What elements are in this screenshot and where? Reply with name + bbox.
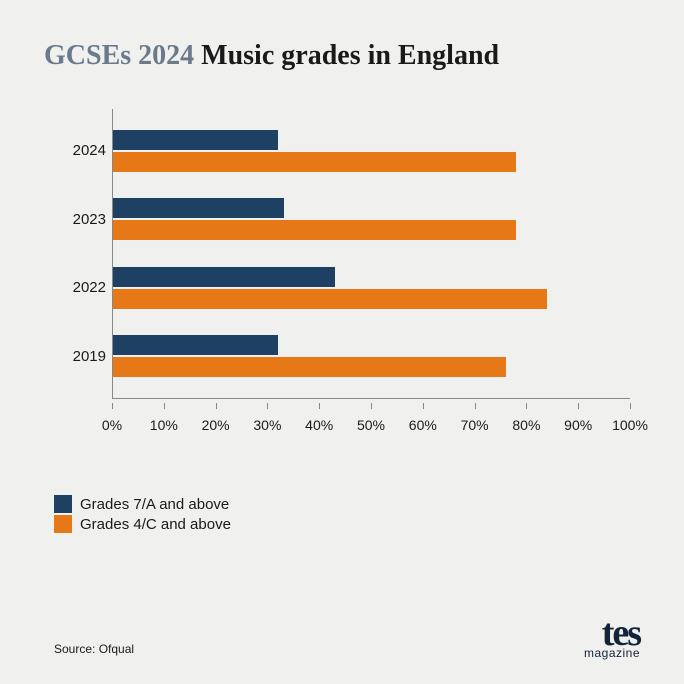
y-axis-label: 2024: [54, 130, 106, 172]
bar: [113, 130, 278, 150]
x-tick: [526, 403, 527, 409]
x-tick: [423, 403, 424, 409]
bar: [113, 289, 547, 309]
bar: [113, 335, 278, 355]
x-tick: [319, 403, 320, 409]
bar: [113, 267, 335, 287]
legend-swatch: [54, 515, 72, 533]
x-axis-label: 0%: [102, 417, 122, 433]
publisher-logo: tes magazine: [584, 619, 640, 659]
source-attribution: Source: Ofqual: [54, 642, 134, 656]
x-axis-label: 30%: [253, 417, 281, 433]
x-axis-label: 80%: [512, 417, 540, 433]
x-axis-label: 90%: [564, 417, 592, 433]
x-axis-ticks: [112, 403, 630, 411]
x-tick: [475, 403, 476, 409]
bar-rows: [113, 109, 630, 398]
x-axis-label: 10%: [150, 417, 178, 433]
x-axis-label: 40%: [305, 417, 333, 433]
y-axis-label: 2022: [54, 267, 106, 309]
x-tick: [164, 403, 165, 409]
legend-item: Grades 7/A and above: [54, 495, 640, 513]
legend-swatch: [54, 495, 72, 513]
grouped-bar-chart: 2024 2023 2022 2019 0% 10% 20% 30% 40% 50% 60% 70%…: [54, 109, 630, 439]
bar-group: [113, 267, 630, 309]
x-tick: [216, 403, 217, 409]
logo-subtext: magazine: [584, 649, 640, 658]
bar-group: [113, 198, 630, 240]
x-tick: [371, 403, 372, 409]
x-tick: [578, 403, 579, 409]
bar-group: [113, 335, 630, 377]
x-axis-label: 20%: [202, 417, 230, 433]
bar: [113, 220, 516, 240]
x-axis-label: 50%: [357, 417, 385, 433]
chart-title: GCSEs 2024 Music grades in England: [44, 38, 640, 73]
y-axis-labels: 2024 2023 2022 2019: [54, 109, 106, 399]
bar: [113, 152, 516, 172]
x-axis-label: 60%: [409, 417, 437, 433]
x-tick: [112, 403, 113, 409]
x-axis-label: 100%: [612, 417, 648, 433]
y-axis-label: 2019: [54, 336, 106, 378]
legend-label: Grades 7/A and above: [80, 496, 229, 513]
legend: Grades 7/A and above Grades 4/C and above: [54, 495, 640, 533]
y-axis-label: 2023: [54, 199, 106, 241]
legend-item: Grades 4/C and above: [54, 515, 640, 533]
bar-group: [113, 130, 630, 172]
title-accent: GCSEs 2024: [44, 40, 194, 71]
legend-label: Grades 4/C and above: [80, 516, 231, 533]
x-tick: [267, 403, 268, 409]
x-axis-labels: 0%10%20%30%40%50%60%70%80%90%100%: [112, 413, 630, 439]
title-rest: Music grades in England: [194, 40, 499, 71]
plot-area: [112, 109, 630, 399]
bar: [113, 198, 284, 218]
x-tick: [630, 403, 631, 409]
bar: [113, 357, 506, 377]
x-axis-label: 70%: [461, 417, 489, 433]
